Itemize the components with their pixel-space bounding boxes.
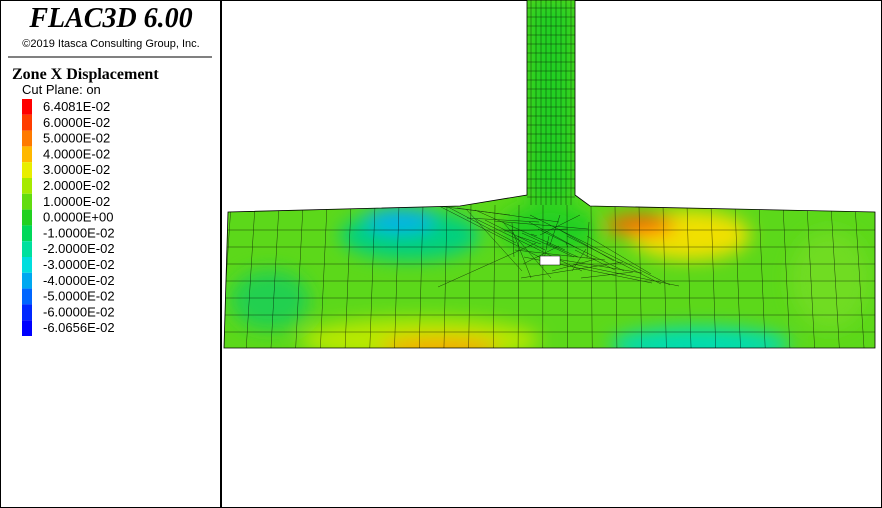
legend-swatch — [22, 146, 32, 163]
mesh-line — [521, 232, 575, 258]
legend-swatch — [22, 178, 32, 194]
legend-label: -2.0000E-02 — [43, 241, 115, 256]
mesh-line — [734, 204, 741, 348]
mesh-line — [475, 218, 583, 272]
mesh-line — [438, 205, 554, 265]
legend-label: -3.0000E-02 — [43, 257, 115, 272]
mesh-line — [529, 214, 671, 286]
legend-swatch — [22, 257, 32, 273]
mesh-line — [806, 204, 815, 348]
mesh-line — [344, 204, 352, 348]
mesh-line — [551, 258, 597, 272]
mesh-line — [566, 235, 662, 285]
mesh-line — [590, 204, 593, 348]
mesh-line — [557, 228, 615, 262]
legend: 6.4081E-026.0000E-025.0000E-024.0000E-02… — [22, 99, 115, 336]
mesh-line — [662, 204, 667, 348]
legend-swatch — [22, 320, 32, 336]
legend-swatch — [22, 99, 32, 115]
legend-swatch — [22, 209, 32, 226]
mesh-line — [571, 248, 587, 272]
mesh-line — [574, 249, 616, 271]
legend-subtitle: Cut Plane: on — [22, 82, 101, 97]
mesh-line — [245, 204, 256, 348]
mesh-line — [437, 242, 537, 288]
mesh-line — [565, 242, 569, 248]
mesh-line — [394, 204, 400, 348]
mesh-line — [528, 221, 578, 249]
legend-label: -6.0656E-02 — [43, 320, 115, 335]
mesh-line — [511, 222, 515, 258]
mesh-line — [517, 204, 520, 348]
mesh-line — [466, 217, 540, 223]
mesh-line — [686, 204, 692, 348]
legend-label: 6.0000E-02 — [43, 115, 110, 130]
legend-swatch — [22, 162, 32, 178]
legend-label: 1.0000E-02 — [43, 194, 110, 209]
mesh-line — [270, 204, 280, 348]
mesh-line — [418, 204, 424, 348]
legend-label: 5.0000E-02 — [43, 131, 110, 146]
legend-swatch — [22, 288, 32, 305]
legend-swatch — [22, 130, 32, 147]
mesh-line — [443, 204, 448, 348]
mesh-line — [447, 206, 517, 244]
legend-label: -1.0000E-02 — [43, 225, 115, 240]
mesh-line — [484, 219, 546, 251]
mesh-line — [502, 221, 552, 279]
mesh — [224, 0, 875, 348]
mesh-line — [512, 231, 532, 279]
mesh-line — [456, 207, 560, 223]
mesh-line — [572, 263, 680, 287]
mesh-line — [545, 242, 579, 258]
mesh-line — [782, 204, 791, 348]
mesh-line — [468, 204, 472, 348]
mesh-line — [710, 204, 717, 348]
legend-label: -5.0000E-02 — [43, 289, 115, 304]
mesh-line — [465, 208, 523, 272]
legend-label: 6.4081E-02 — [43, 99, 110, 114]
mesh-line — [586, 221, 590, 259]
legend-label: -6.0000E-02 — [43, 304, 115, 319]
mesh-line — [514, 249, 606, 261]
legend-label: -4.0000E-02 — [43, 273, 115, 288]
model-outline — [223, 0, 876, 349]
mesh-line — [543, 256, 643, 274]
legend-swatch — [22, 225, 32, 242]
mesh-line — [503, 228, 569, 232]
legend-swatch — [22, 304, 32, 321]
opening — [539, 255, 561, 266]
mesh-line — [758, 204, 766, 348]
mesh-line — [522, 245, 560, 265]
mesh-line — [614, 204, 618, 348]
copyright: ©2019 Itasca Consulting Group, Inc. — [22, 38, 199, 50]
mesh-line — [295, 204, 304, 348]
app-title: FLAC3D 6.00 — [28, 3, 192, 34]
legend-swatch — [22, 241, 32, 257]
mesh-line — [530, 233, 538, 237]
mesh-line — [586, 235, 652, 275]
mesh-line — [493, 204, 496, 348]
legend-label: 0.0000E+00 — [43, 210, 113, 225]
mesh-line — [854, 204, 865, 348]
mesh-line — [369, 204, 376, 348]
mesh-line — [520, 261, 624, 279]
mesh-line — [474, 209, 566, 251]
legend-swatch — [22, 193, 32, 210]
mesh-line — [320, 204, 328, 348]
legend-label: 2.0000E-02 — [43, 178, 110, 193]
legend-label: 3.0000E-02 — [43, 162, 110, 177]
legend-title: Zone X Displacement — [12, 66, 159, 83]
legend-label: 4.0000E-02 — [43, 146, 110, 161]
legend-swatch — [22, 272, 32, 289]
mesh-line — [830, 204, 840, 348]
mesh-line — [516, 235, 542, 245]
legend-swatch — [22, 114, 32, 131]
mesh-line — [549, 214, 561, 246]
mesh-line — [580, 271, 634, 279]
mesh-line — [638, 204, 642, 348]
mesh-line — [493, 220, 589, 230]
